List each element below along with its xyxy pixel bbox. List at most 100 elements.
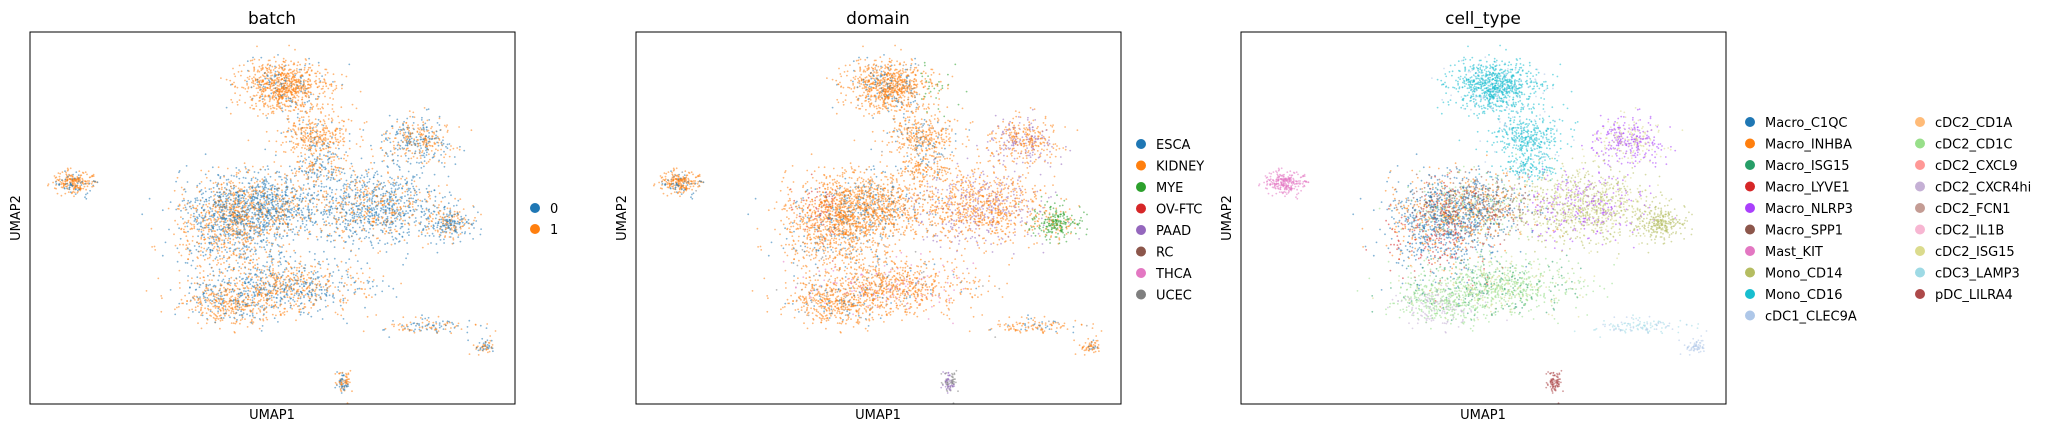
data-point [195,199,197,202]
data-point [84,182,86,185]
data-point [388,198,391,201]
data-point [400,207,402,210]
data-point [314,148,317,151]
data-point [270,202,273,204]
data-point [306,208,309,211]
data-point [294,233,296,236]
data-point [321,144,324,147]
data-point [331,132,334,135]
data-point [360,191,362,194]
data-point [219,177,222,180]
data-point [274,87,277,89]
data-point [315,180,317,183]
data-point [360,212,362,214]
data-point [242,176,245,179]
data-point [253,68,256,71]
data-point [248,70,250,73]
data-point [404,144,407,147]
data-point [421,150,424,152]
data-point [238,202,240,205]
data-point [374,205,377,208]
data-point [311,194,313,196]
data-point [355,233,358,236]
data-point [91,185,93,188]
data-point [237,206,240,209]
data-point [256,235,259,238]
data-point [262,229,264,232]
data-point [348,140,351,142]
data-point [209,253,211,256]
data-point [173,189,176,192]
data-point [388,195,391,198]
data-point [340,211,343,214]
data-point [316,198,318,201]
data-point [212,190,215,193]
data-point [185,222,188,224]
data-point [301,197,304,200]
data-point [313,163,316,166]
data-point [217,173,219,176]
data-point [258,70,261,73]
data-point [321,229,323,232]
data-point [441,144,443,146]
data-point [255,249,257,252]
data-point [443,162,446,164]
data-point [225,201,228,204]
data-point [331,104,334,106]
data-point [425,162,428,165]
data-point [377,252,380,254]
data-point [438,159,440,162]
data-point [287,75,289,78]
data-point [363,176,366,179]
data-point [238,266,241,268]
data-point [252,189,255,192]
data-point [381,160,384,163]
data-point [244,79,246,82]
data-point [286,178,288,181]
data-point [421,154,423,157]
data-point [280,72,283,75]
data-point [268,255,271,258]
data-point [383,140,386,142]
data-point [209,206,211,209]
data-point [186,225,189,228]
data-point [73,187,76,190]
data-point [240,223,243,226]
data-point [82,179,84,182]
data-point [259,99,261,102]
data-point [293,249,295,252]
data-point [410,197,413,200]
data-point [199,222,202,225]
data-point [364,216,366,219]
data-point [371,214,374,217]
data-point [300,216,302,219]
data-point [238,242,241,244]
data-point [304,133,307,135]
data-point [280,217,283,219]
data-point [341,197,344,200]
data-point [413,152,416,155]
data-point [219,221,222,223]
data-point [208,230,210,233]
data-point [293,208,296,211]
data-point [402,123,404,126]
data-point [390,216,393,219]
data-point [402,134,404,137]
data-point [339,129,341,132]
data-point [301,211,303,214]
data-point [399,206,402,208]
data-point [316,209,319,212]
data-point [242,197,245,200]
data-point [445,145,447,148]
data-point [263,233,265,236]
data-point [290,228,292,231]
data-point [363,237,366,240]
data-point [307,147,310,150]
data-point [273,190,276,193]
data-point [307,115,310,118]
data-point [300,155,303,158]
data-point [309,80,312,82]
data-point [307,214,310,217]
data-point [283,150,285,153]
data-point [80,184,83,186]
